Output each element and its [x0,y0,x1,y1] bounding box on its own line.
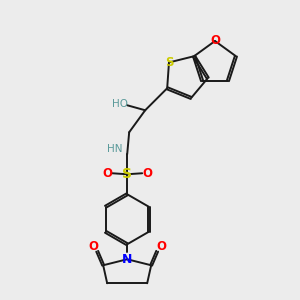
Text: S: S [122,167,132,181]
Text: O: O [210,34,220,47]
Text: O: O [102,167,112,180]
Text: S: S [165,56,173,69]
Text: N: N [122,253,132,266]
Text: O: O [156,240,166,253]
Text: O: O [142,167,152,180]
Text: O: O [88,240,98,253]
Text: HN: HN [107,144,123,154]
Text: HO: HO [112,99,128,109]
